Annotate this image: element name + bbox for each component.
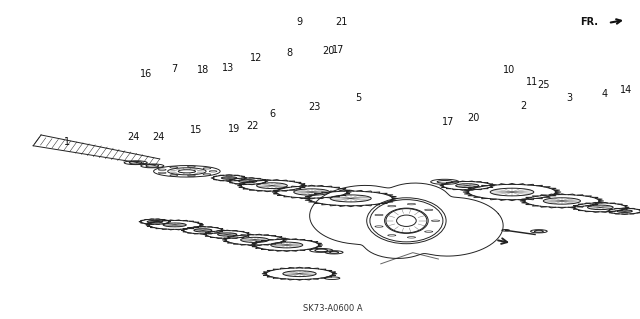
Text: 17: 17 [332, 45, 344, 56]
Text: 15: 15 [189, 125, 202, 135]
Text: 11: 11 [526, 77, 539, 87]
Text: 13: 13 [222, 63, 235, 73]
Text: 3: 3 [566, 93, 573, 103]
Text: 9: 9 [296, 17, 303, 27]
Text: 12: 12 [250, 53, 262, 63]
Text: 18: 18 [197, 64, 210, 75]
Text: SK73-A0600 A: SK73-A0600 A [303, 304, 363, 313]
Text: 17: 17 [442, 117, 454, 127]
Text: 8: 8 [286, 48, 292, 58]
Text: 7: 7 [171, 63, 177, 74]
Text: 25: 25 [538, 80, 550, 91]
Text: 23: 23 [308, 102, 321, 112]
Text: 14: 14 [620, 85, 632, 95]
Text: 4: 4 [602, 89, 608, 99]
Text: 6: 6 [269, 109, 276, 119]
Text: 16: 16 [140, 69, 152, 79]
Text: 21: 21 [335, 17, 348, 27]
Text: 1: 1 [64, 137, 70, 147]
Text: 20: 20 [322, 46, 335, 56]
Text: 19: 19 [227, 124, 240, 134]
Text: FR.: FR. [580, 17, 598, 27]
Text: 2: 2 [520, 101, 527, 111]
Text: 10: 10 [503, 64, 516, 75]
Text: 24: 24 [152, 131, 165, 142]
Text: 24: 24 [127, 132, 140, 142]
Text: 5: 5 [355, 93, 362, 103]
Text: 20: 20 [467, 113, 480, 123]
Text: 22: 22 [246, 121, 259, 131]
